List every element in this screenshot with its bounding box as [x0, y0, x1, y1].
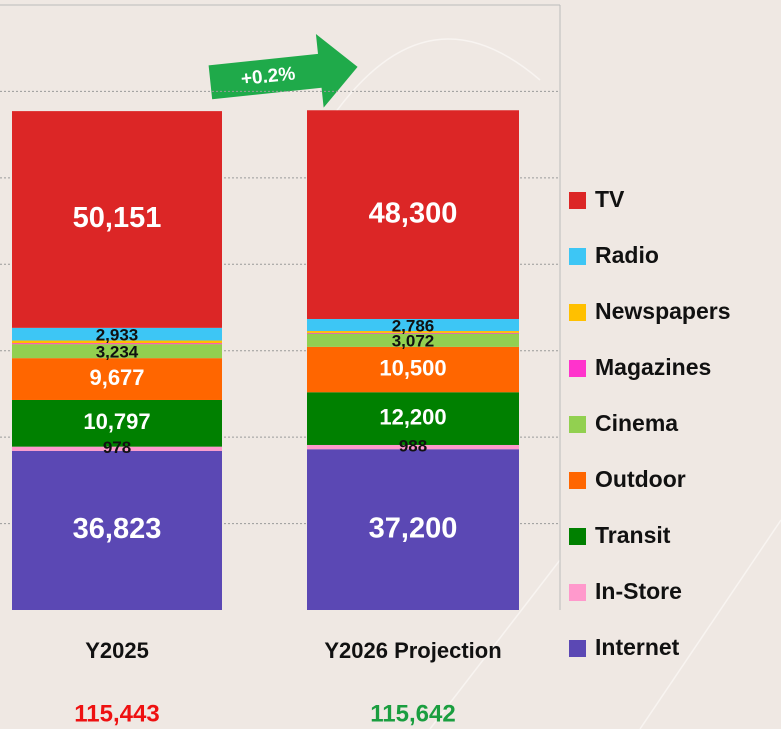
- legend-label: Internet: [595, 634, 680, 660]
- data-label: 10,500: [379, 355, 446, 380]
- bar-segment: [307, 449, 519, 610]
- legend-label: Magazines: [595, 354, 711, 380]
- bar-segment: [307, 392, 519, 445]
- arrow-shape: [208, 34, 358, 108]
- data-label: 37,200: [369, 512, 458, 544]
- legend-swatch: [569, 528, 586, 545]
- bar-segment: [12, 399, 222, 447]
- legend-label: TV: [595, 186, 625, 212]
- legend-swatch: [569, 192, 586, 209]
- legend-swatch: [569, 360, 586, 377]
- bar-segment: [12, 446, 222, 451]
- data-label: 50,151: [73, 202, 162, 234]
- bar-segment: [307, 332, 519, 334]
- data-label: 988: [399, 437, 427, 456]
- legend-label: Cinema: [595, 410, 678, 436]
- bar-segment: [12, 450, 222, 610]
- legend-swatch: [569, 472, 586, 489]
- bar-segment: [12, 343, 222, 345]
- total-label: 115,642: [370, 700, 455, 727]
- legend-swatch: [569, 640, 586, 657]
- bar-segment: [307, 318, 519, 332]
- data-label: 3,234: [96, 343, 139, 362]
- bar-segment: [307, 346, 519, 393]
- bar-segment: [12, 340, 222, 344]
- legend-swatch: [569, 584, 586, 601]
- decor-curve: [329, 38, 541, 121]
- legend-label: Radio: [595, 242, 659, 268]
- background-decor: [329, 38, 781, 729]
- data-label: 2,933: [96, 326, 139, 345]
- data-label: 9,677: [89, 365, 144, 390]
- decor-line: [429, 559, 561, 729]
- legend-label: In-Store: [595, 578, 682, 604]
- bar-segment: [307, 110, 519, 319]
- legend-swatch: [569, 248, 586, 265]
- x-tick-label: Y2026 Projection: [324, 638, 501, 663]
- change-arrow: +0.2%: [208, 34, 358, 108]
- data-label: 2,786: [392, 316, 435, 335]
- bar-segment: [12, 358, 222, 400]
- x-tick-label: Y2025: [85, 638, 149, 663]
- total-label: 115,443: [74, 700, 159, 727]
- bar-segment: [12, 344, 222, 359]
- data-label: 12,200: [379, 404, 446, 429]
- legend-label: Transit: [595, 522, 671, 548]
- bar-segment: [307, 331, 519, 333]
- data-label: 10,797: [83, 409, 150, 434]
- bar-segment: [307, 444, 519, 450]
- legend-label: Newspapers: [595, 298, 731, 324]
- bar-segment: [12, 111, 222, 328]
- data-label: 36,823: [73, 513, 162, 545]
- legend-swatch: [569, 416, 586, 433]
- legend-swatch: [569, 304, 586, 321]
- data-label: 978: [103, 438, 131, 457]
- bar-segment: [12, 327, 222, 341]
- legend-label: Outdoor: [595, 466, 686, 492]
- data-label: 48,300: [369, 197, 458, 229]
- decor-line: [639, 519, 781, 729]
- data-label: 3,072: [392, 332, 435, 351]
- bar-segment: [307, 333, 519, 347]
